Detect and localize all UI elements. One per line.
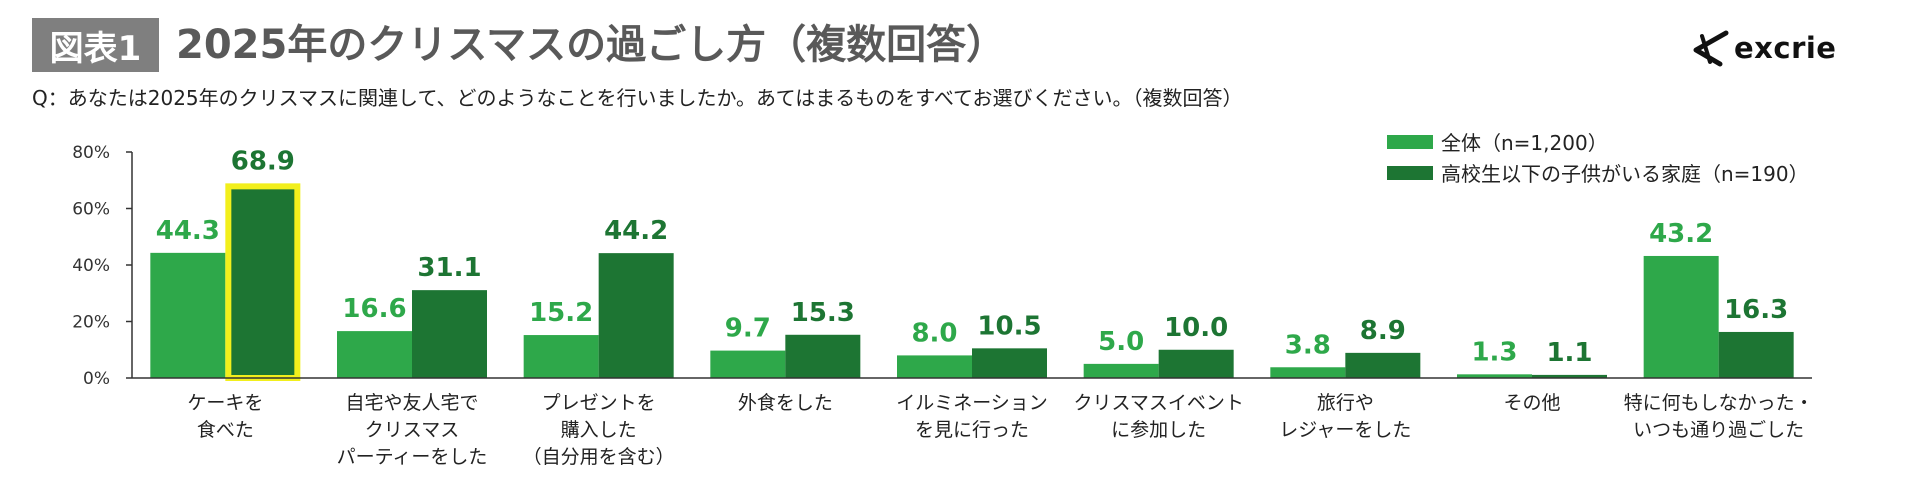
bar-series1 bbox=[150, 252, 226, 378]
category-label-line: に参加した bbox=[1111, 419, 1206, 441]
bar-series1 bbox=[523, 335, 599, 378]
category-label-line: イルミネーション bbox=[896, 392, 1048, 414]
category-label-line: その他 bbox=[1503, 392, 1560, 414]
category-label: 外食をした bbox=[738, 392, 833, 414]
data-label-series2: 68.9 bbox=[231, 146, 295, 176]
category-label-line: 特に何もしなかった・ bbox=[1624, 392, 1814, 414]
category-label: プレゼントを購入した （自分用を含む） bbox=[523, 392, 675, 468]
data-label-series2: 10.5 bbox=[977, 311, 1041, 341]
bar-series1 bbox=[710, 350, 786, 378]
category-label: ケーキを食べた bbox=[187, 392, 263, 441]
category-label-line: 食べた bbox=[197, 419, 254, 441]
legend-item-series2: 高校生以下の子供がいる家庭（n=190） bbox=[1387, 157, 1809, 188]
figure-label: 図表1 bbox=[32, 18, 159, 72]
bar-series2 bbox=[785, 334, 861, 378]
data-label-series2: 8.9 bbox=[1360, 316, 1406, 346]
y-tick-label: 0% bbox=[83, 369, 110, 389]
y-tick-label: 40% bbox=[72, 256, 110, 276]
data-label-series2: 31.1 bbox=[417, 253, 481, 283]
category-label: その他 bbox=[1503, 392, 1560, 414]
bar-series2 bbox=[972, 348, 1047, 378]
category-label-line: レジャーをした bbox=[1279, 419, 1411, 441]
category-label-line: クリスマス bbox=[365, 419, 459, 441]
category-label-line: クリスマスイベント bbox=[1073, 392, 1243, 414]
bar-series2 bbox=[225, 183, 301, 381]
category-label-line: 外食をした bbox=[738, 392, 833, 414]
bar-series2 bbox=[598, 253, 674, 378]
logo-mark-icon bbox=[1693, 30, 1729, 67]
chart-legend: 全体（n=1,200） 高校生以下の子供がいる家庭（n=190） bbox=[1387, 126, 1809, 188]
legend-label-series2: 高校生以下の子供がいる家庭（n=190） bbox=[1441, 162, 1809, 186]
category-label-line: 自宅や友人宅で bbox=[345, 392, 478, 414]
bar-series1 bbox=[1457, 374, 1532, 378]
category-label-line: ケーキを bbox=[187, 392, 263, 414]
bar-series2 bbox=[1345, 352, 1421, 378]
bar-series1 bbox=[897, 355, 972, 378]
legend-swatch-series1 bbox=[1387, 134, 1433, 149]
y-tick-label: 80% bbox=[72, 143, 110, 163]
category-label: イルミネーションを見に行った bbox=[896, 392, 1048, 441]
data-label-series2: 10.0 bbox=[1164, 313, 1228, 343]
excrie-logo: excrie bbox=[1690, 26, 1840, 70]
data-label-series2: 15.3 bbox=[791, 298, 855, 328]
category-label-line: 購入した bbox=[561, 419, 637, 441]
data-label-series2: 44.2 bbox=[604, 216, 668, 246]
category-label: クリスマスイベントに参加した bbox=[1073, 392, 1243, 441]
bar-series1 bbox=[1083, 363, 1159, 378]
data-label-series2: 1.1 bbox=[1546, 338, 1592, 368]
category-label-line: を見に行った bbox=[915, 419, 1029, 441]
category-label-line: プレゼントを bbox=[542, 392, 656, 414]
bar-series2 bbox=[1532, 374, 1607, 378]
y-tick-label: 20% bbox=[72, 313, 110, 333]
data-label-series1: 5.0 bbox=[1098, 327, 1144, 357]
legend-swatch-series2 bbox=[1387, 165, 1433, 180]
logo-text: excrie bbox=[1734, 31, 1837, 65]
legend-item-series1: 全体（n=1,200） bbox=[1387, 126, 1809, 157]
category-label-line: （自分用を含む） bbox=[523, 446, 675, 468]
category-label: 自宅や友人宅でクリスマスパーティーをした bbox=[337, 392, 488, 468]
y-tick-label: 60% bbox=[72, 200, 110, 220]
data-label-series1: 16.6 bbox=[342, 294, 406, 324]
bar-series2 bbox=[1718, 331, 1794, 378]
data-label-series1: 3.8 bbox=[1285, 330, 1331, 360]
category-label: 旅行やレジャーをした bbox=[1279, 392, 1411, 441]
survey-question: Q：あなたは2025年のクリスマスに関連して、どのようなことを行いましたか。あて… bbox=[32, 86, 1243, 110]
data-label-series1: 9.7 bbox=[725, 314, 771, 344]
category-label-line: いつも通り過ごした bbox=[1633, 419, 1804, 441]
bar-series1 bbox=[1270, 367, 1346, 378]
data-label-series1: 1.3 bbox=[1471, 337, 1517, 367]
bar-series2 bbox=[412, 290, 487, 378]
data-label-series1: 8.0 bbox=[911, 318, 957, 348]
data-label-series2: 16.3 bbox=[1724, 295, 1788, 325]
chart-title: 2025年のクリスマスの過ごし方（複数回答） bbox=[176, 22, 1007, 68]
bar-series1 bbox=[1643, 255, 1719, 378]
bar-series2 bbox=[1158, 349, 1234, 378]
category-label: 特に何もしなかった・いつも通り過ごした bbox=[1624, 392, 1814, 441]
bar-series1 bbox=[337, 331, 412, 378]
category-label-line: パーティーをした bbox=[337, 446, 488, 468]
data-label-series1: 43.2 bbox=[1649, 219, 1713, 249]
data-label-series1: 44.3 bbox=[156, 216, 220, 246]
data-label-series1: 15.2 bbox=[529, 298, 593, 328]
legend-label-series1: 全体（n=1,200） bbox=[1441, 131, 1608, 155]
category-label-line: 旅行や bbox=[1317, 392, 1374, 414]
